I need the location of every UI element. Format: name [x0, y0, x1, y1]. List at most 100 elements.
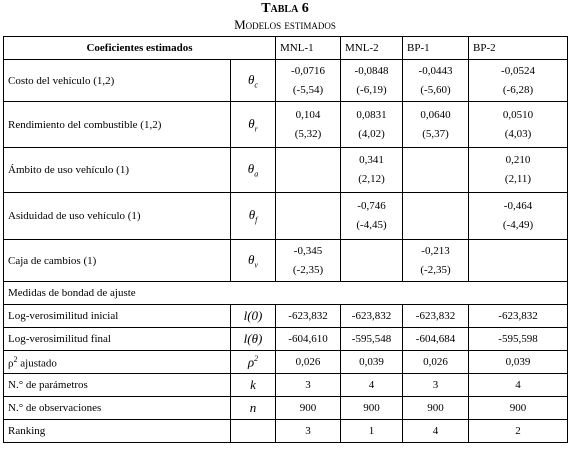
row-symbol: θa — [230, 147, 276, 193]
row-symbol: θv — [230, 239, 276, 282]
estimate: -0,0848 — [354, 64, 389, 77]
row-label: Costo del vehículo (1,2) — [3, 59, 231, 102]
fit-row: ρ2 ajustado ρ2 0,026 0,039 0,026 0,039 — [3, 350, 568, 374]
value-cell — [340, 239, 403, 282]
text: Rendimiento del combustible (1,2) — [8, 118, 162, 131]
row-label: Log-verosimilitud final — [3, 327, 231, 351]
value-cell: 0,104 (5,32) — [275, 101, 341, 148]
text: l(0) — [243, 308, 263, 323]
superscript: 2 — [254, 353, 259, 363]
t-statistic: (2,12) — [358, 173, 385, 185]
value-cell: -623,832 — [468, 304, 568, 328]
t-statistic: (-4,49) — [502, 219, 534, 231]
coefficient-row: Asiduidad de uso vehículo (1) θf -0,746 (-4… — [3, 192, 568, 240]
value-cell: 0,210 (2,11) — [468, 147, 568, 193]
value-cell: 0,026 — [275, 350, 341, 374]
estimate: 0,0510 — [502, 108, 534, 121]
value-cell: 0,0640 (5,37) — [402, 101, 469, 148]
value-cell: 3 — [275, 373, 341, 397]
value-cell: 4 — [402, 419, 469, 443]
value-cell: -623,832 — [275, 304, 341, 328]
value-cell — [468, 239, 568, 282]
row-label: Caja de cambios (1) — [3, 239, 231, 282]
value-cell: 0,341 (2,12) — [340, 147, 403, 193]
value-cell: -0,345 (-2,35) — [275, 239, 341, 282]
row-symbol: θc — [230, 59, 276, 102]
row-label: Rendimiento del combustible (1,2) — [3, 101, 231, 148]
text: Ranking — [8, 425, 46, 437]
row-label: Ámbito de uso vehículo (1) — [3, 147, 231, 193]
value-cell: 0,0510 (4,03) — [468, 101, 568, 148]
text: Costo del vehículo (1,2) — [8, 74, 115, 87]
t-statistic: (5,37) — [422, 127, 449, 140]
table-title: Tabla 6 — [261, 1, 309, 16]
row-label: ρ2 ajustado — [3, 350, 231, 374]
value-cell: 0,039 — [468, 350, 568, 374]
text: N.° de observaciones — [8, 402, 102, 414]
subscript: c — [254, 80, 258, 90]
row-symbol: l(θ) — [230, 327, 276, 351]
value-cell: 900 — [402, 396, 469, 420]
value-cell: 3 — [402, 373, 469, 397]
text: n — [249, 400, 257, 415]
value-cell — [275, 192, 341, 240]
symbol-base: θ — [248, 115, 255, 131]
t-statistic: (4,03) — [504, 127, 532, 140]
value-cell: 2 — [468, 419, 568, 443]
value-cell: -604,610 — [275, 327, 341, 351]
row-label: Log-verosimilitud inicial — [3, 304, 231, 328]
estimate: -0,0443 — [418, 64, 453, 77]
t-statistic: (2,11) — [504, 173, 532, 185]
row-symbol: n — [230, 396, 276, 420]
value-cell — [275, 147, 341, 193]
text: Ámbito de uso vehículo (1) — [8, 164, 129, 176]
value-cell: 0,0831 (4,02) — [340, 101, 403, 148]
symbol-base: ρ — [8, 357, 14, 370]
value-cell: -0,0716 (-5,54) — [275, 59, 341, 102]
coefficient-row: Caja de cambios (1) θv -0,345 (-2,35) -0,213… — [3, 239, 568, 282]
estimate: -0,0716 — [291, 64, 325, 77]
text: Log-verosimilitud final — [8, 333, 111, 345]
coefficient-row: Rendimiento del combustible (1,2) θr 0,104… — [3, 101, 568, 148]
value-cell: 900 — [468, 396, 568, 420]
row-symbol: ρ2 — [230, 350, 276, 374]
header-cell: MNL-1 — [275, 36, 341, 60]
estimate: -0,0524 — [501, 64, 535, 77]
row-symbol: k — [230, 373, 276, 397]
estimate: 0,210 — [505, 154, 531, 166]
fit-row: N.° de observaciones n 900 900 900 900 — [3, 396, 568, 420]
superscript: 2 — [13, 354, 18, 364]
value-cell — [402, 192, 469, 240]
subscript: v — [254, 260, 258, 270]
fit-row: N.° de parámetros k 3 4 3 4 — [3, 373, 568, 397]
header-cell: BP-2 — [468, 36, 568, 60]
row-symbol: l(0) — [230, 304, 276, 328]
value-cell: 1 — [340, 419, 403, 443]
value-cell: -0,0848 (-6,19) — [340, 59, 403, 102]
results-table: Coeficientes estimados MNL-1 MNL-2 BP-1 BP-2… — [3, 36, 568, 443]
text: N.° de parámetros — [8, 379, 88, 391]
section-row: Medidas de bondad de ajuste — [3, 281, 568, 305]
value-cell: 3 — [275, 419, 341, 443]
coefficient-row: Costo del vehículo (1,2) θc -0,0716 (-5,54)… — [3, 59, 568, 102]
row-symbol — [230, 419, 276, 443]
header-row: Coeficientes estimados MNL-1 MNL-2 BP-1 BP-2 — [3, 36, 568, 60]
value-cell: -604,684 — [402, 327, 469, 351]
value-cell: 4 — [468, 373, 568, 397]
estimate: 0,341 — [359, 154, 384, 166]
fit-row: Log-verosimilitud inicial l(0) -623,832 -62… — [3, 304, 568, 328]
symbol-base: θ — [248, 207, 256, 223]
text: ajustado — [17, 357, 57, 370]
row-symbol: θf — [230, 192, 276, 240]
symbol-base: θ — [248, 251, 255, 267]
text: Caja de cambios (1) — [8, 254, 97, 267]
value-cell — [402, 147, 469, 193]
estimate: -0,345 — [293, 244, 323, 257]
value-cell: 900 — [340, 396, 403, 420]
section-label: Medidas de bondad de ajuste — [3, 281, 568, 305]
value-cell: 0,026 — [402, 350, 469, 374]
t-statistic: (-2,35) — [292, 263, 324, 276]
row-label: Ranking — [3, 419, 231, 443]
value-cell: -623,832 — [340, 304, 403, 328]
t-statistic: (-5,60) — [420, 83, 451, 96]
